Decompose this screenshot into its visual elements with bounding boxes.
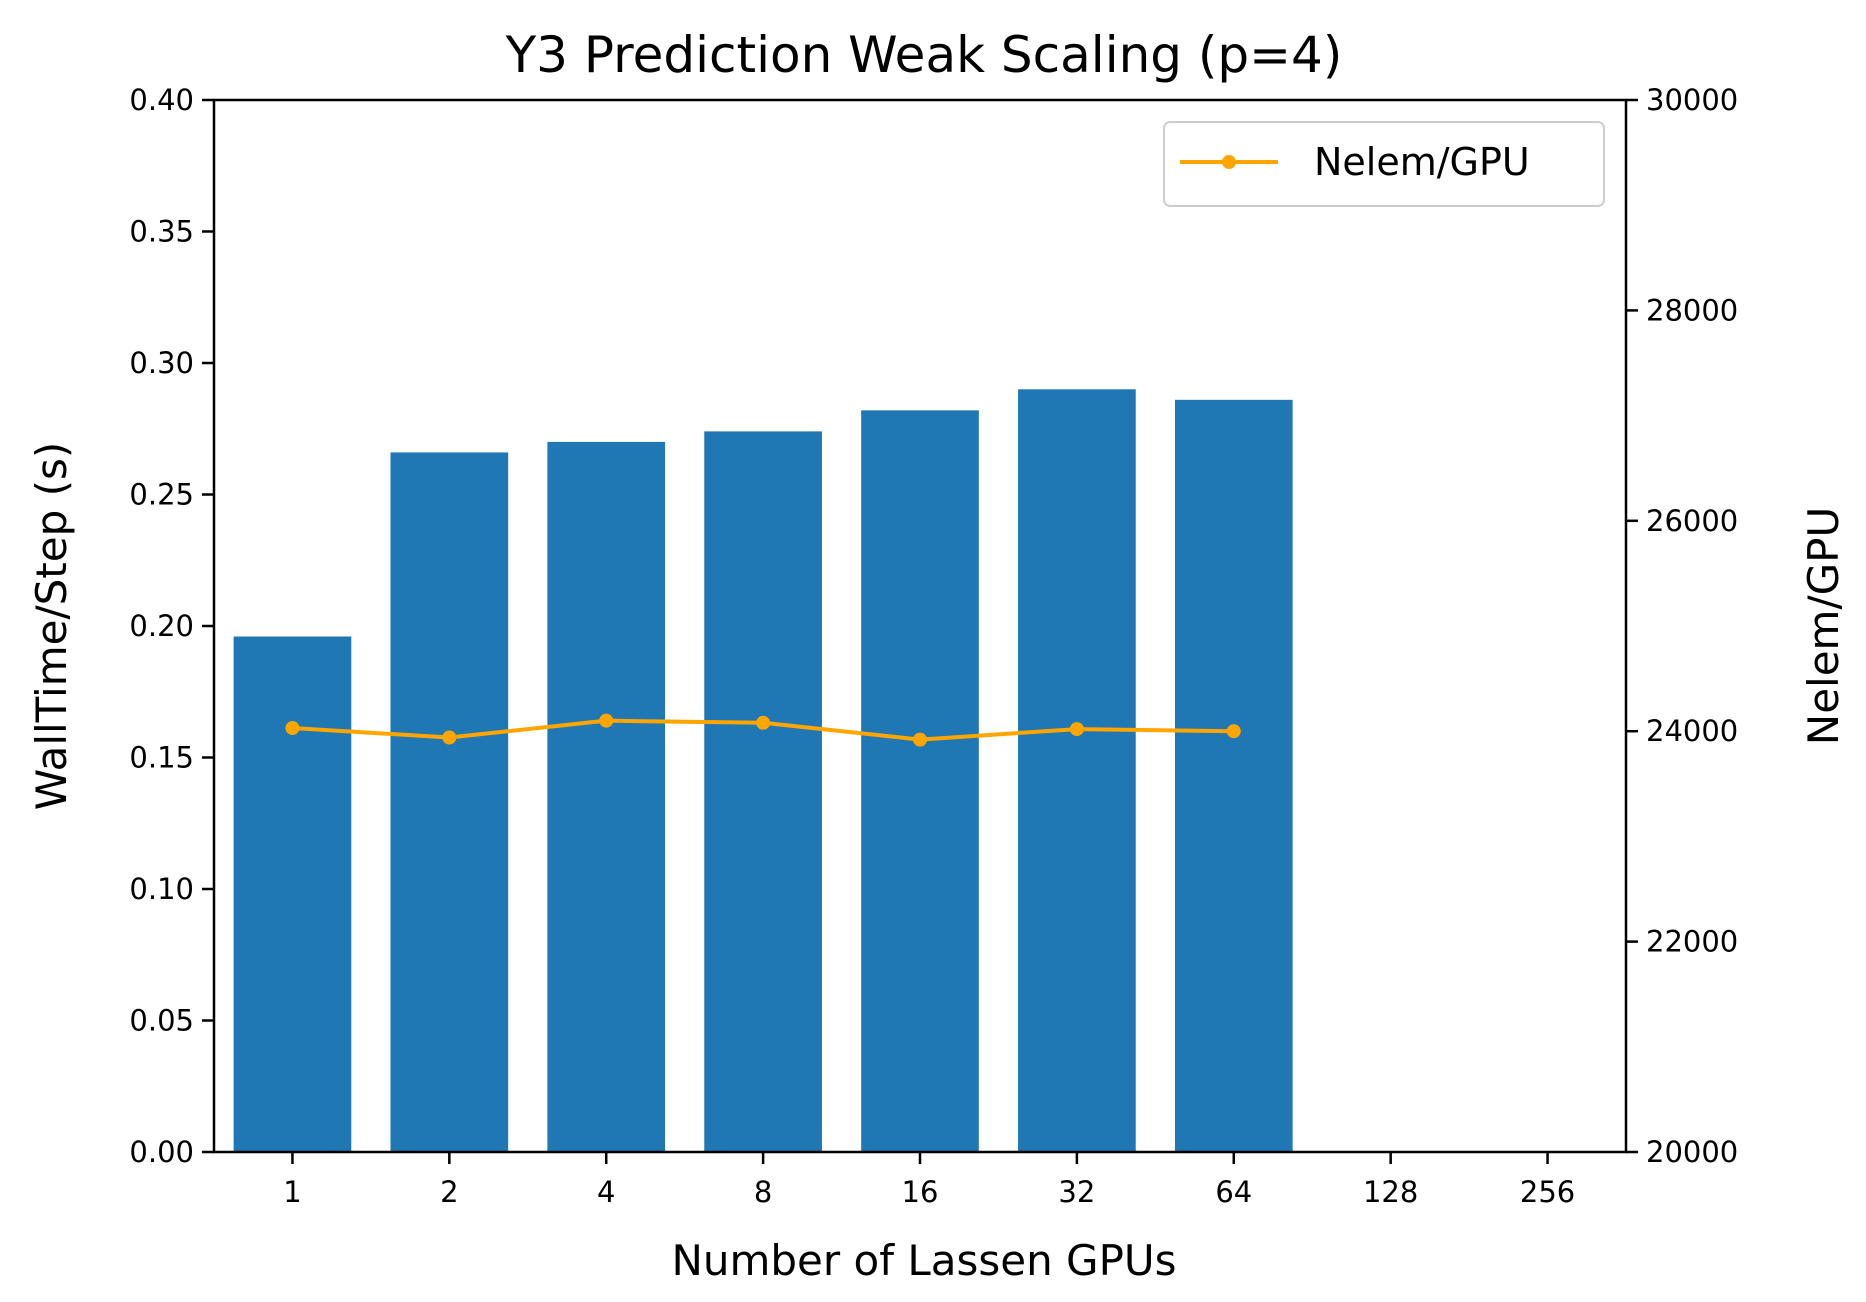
nelem-point-64 — [1226, 724, 1241, 739]
y2-axis-label: Nelem/GPU — [1799, 507, 1848, 745]
line-layer — [285, 713, 1241, 747]
right-axis: 20000 22000 24000 26000 28000 30000 — [1626, 83, 1738, 1169]
y-tick-label: 0.00 — [129, 1135, 194, 1169]
y2-tick-label: 22000 — [1646, 925, 1738, 959]
y-axis-label: WallTime/Step (s) — [27, 442, 76, 810]
legend-label: Nelem/GPU — [1314, 140, 1530, 184]
y2-tick-label: 28000 — [1646, 293, 1738, 327]
x-tick-label: 32 — [1058, 1175, 1095, 1209]
bar-32 — [1018, 389, 1136, 1152]
y-tick-label: 0.20 — [129, 609, 194, 643]
x-tick-label: 8 — [754, 1175, 772, 1209]
y-tick-label: 0.25 — [129, 478, 194, 512]
legend: Nelem/GPU — [1163, 121, 1605, 207]
legend-box — [1163, 121, 1605, 207]
nelem-point-4 — [599, 713, 614, 728]
x-tick-label: 4 — [597, 1175, 615, 1209]
nelem-point-16 — [913, 732, 927, 747]
chart-title: Y3 Prediction Weak Scaling (p=4) — [505, 26, 1343, 84]
left-axis: 0.00 0.05 0.10 0.15 0.20 0.25 0.30 0.35 0.40 — [129, 83, 214, 1169]
x-axis: 1 2 4 8 16 32 64 128 256 — [283, 1152, 1575, 1209]
bar-4 — [547, 441, 666, 1152]
x-axis-label: Number of Lassen GPUs — [671, 1236, 1176, 1285]
legend-marker — [1222, 155, 1236, 169]
y-tick-label: 0.10 — [129, 872, 194, 906]
y2-tick-label: 26000 — [1646, 504, 1738, 538]
x-tick-label: 1 — [283, 1175, 301, 1209]
bar-16 — [861, 410, 979, 1153]
y-tick-label: 0.35 — [129, 215, 194, 249]
x-tick-label: 64 — [1215, 1175, 1252, 1209]
bar-1 — [233, 636, 352, 1152]
bars-layer — [233, 389, 1293, 1153]
bar-2 — [390, 452, 509, 1152]
y2-tick-label: 30000 — [1646, 83, 1738, 117]
bar-64 — [1174, 399, 1293, 1152]
nelem-point-32 — [1069, 722, 1084, 737]
nelem-point-8 — [756, 715, 771, 730]
nelem-point-2 — [442, 730, 457, 745]
y-tick-label: 0.30 — [129, 346, 194, 380]
x-tick-label: 256 — [1520, 1175, 1575, 1209]
x-tick-label: 16 — [902, 1175, 939, 1209]
bar-8 — [704, 431, 822, 1152]
y2-tick-label: 24000 — [1646, 714, 1738, 748]
y2-tick-label: 20000 — [1646, 1135, 1738, 1169]
y-tick-label: 0.40 — [129, 83, 194, 117]
x-tick-label: 2 — [440, 1175, 458, 1209]
x-tick-label: 128 — [1363, 1175, 1418, 1209]
y-tick-label: 0.05 — [129, 1004, 194, 1038]
nelem-point-1 — [285, 721, 300, 736]
y-tick-label: 0.15 — [129, 741, 194, 775]
